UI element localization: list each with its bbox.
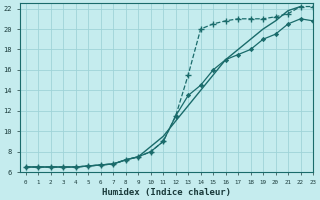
X-axis label: Humidex (Indice chaleur): Humidex (Indice chaleur): [102, 188, 231, 197]
